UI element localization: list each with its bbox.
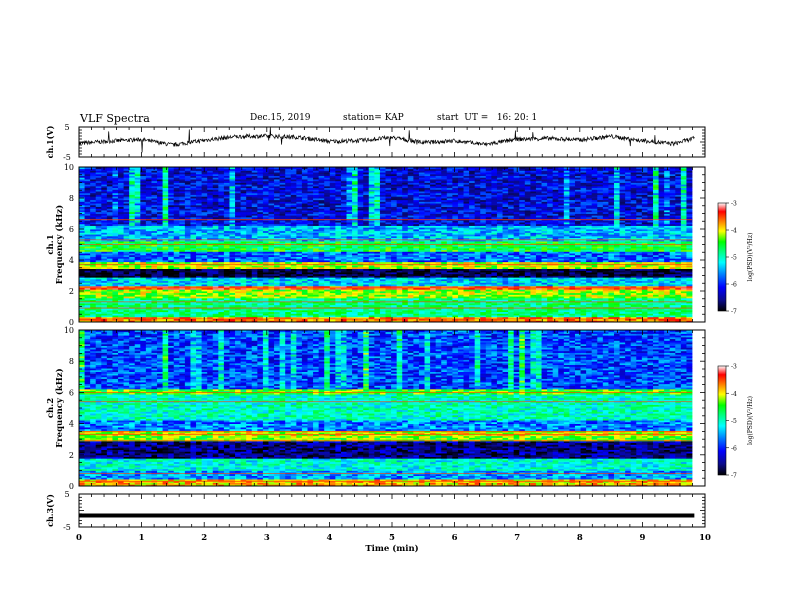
x-tick-label: 4 bbox=[326, 533, 332, 543]
ch3-y-tick-label: 5 bbox=[64, 490, 69, 499]
x-tick-label: 0 bbox=[76, 533, 82, 543]
ch1-colorbar-tick-label: -5 bbox=[731, 255, 737, 262]
x-tick-label: 3 bbox=[264, 533, 270, 543]
ch1-colorbar-tick-label: -6 bbox=[731, 282, 737, 289]
x-tick-label: 2 bbox=[201, 533, 207, 543]
ch3-y-axis-label: ch.3(V) bbox=[45, 494, 55, 527]
ch2-spectrogram-image bbox=[79, 330, 692, 486]
ch2-colorbar-tick-label: -5 bbox=[731, 418, 737, 425]
x-tick-label: 9 bbox=[639, 533, 645, 543]
ch2-y-tick-label: 2 bbox=[69, 451, 74, 460]
ch1-colorbar-tick-label: -7 bbox=[731, 309, 737, 316]
ch2-colorbar-tick-label: -6 bbox=[731, 445, 737, 452]
ch1-colorbar-tick-label: -4 bbox=[731, 228, 737, 235]
vlf-spectra-figure: 0246810ch.1 Frequency (kHz)-3-4-5-6-7log(… bbox=[0, 0, 792, 612]
ch2-y-tick-label: 6 bbox=[69, 388, 74, 397]
ch1-y-tick-label: 5 bbox=[64, 123, 69, 132]
ch2-y-axis-label: Frequency (kHz) bbox=[54, 368, 65, 447]
x-axis-label: Time (min) bbox=[365, 543, 418, 554]
ch1-colorbar-label: log(PSD)(V²/Hz) bbox=[747, 233, 754, 282]
ch1-y-tick-label: 4 bbox=[69, 256, 74, 265]
ch2-colorbar-tick-label: -7 bbox=[731, 473, 737, 480]
ch1-y-tick-label: 6 bbox=[69, 225, 74, 234]
x-tick-label: 7 bbox=[514, 533, 520, 543]
ch1-colorbar-tick-label: -3 bbox=[731, 201, 737, 208]
ch1-spectrogram-image bbox=[79, 167, 692, 322]
ch1-colorbar bbox=[718, 203, 726, 311]
ch1-y-axis-label: Frequency (kHz) bbox=[54, 205, 65, 284]
ch1-waveform-line bbox=[79, 127, 694, 152]
ch1-y-axis-label: ch.1(V) bbox=[45, 125, 55, 158]
ch2-y-tick-label: 10 bbox=[64, 326, 74, 335]
ch2-y-tick-label: 0 bbox=[69, 482, 74, 491]
ch1-y-tick-label: 10 bbox=[64, 163, 74, 172]
ch2-colorbar bbox=[718, 366, 726, 475]
ch1-y-tick-label: 2 bbox=[69, 287, 74, 296]
x-tick-label: 10 bbox=[699, 533, 711, 543]
ch1-y-tick-label: 8 bbox=[69, 194, 74, 203]
ch2-y-tick-label: 8 bbox=[69, 357, 74, 366]
ch3-y-tick-label: -5 bbox=[63, 523, 71, 532]
x-tick-label: 6 bbox=[452, 533, 458, 543]
ch2-colorbar-label: log(PSD)(V²/Hz) bbox=[747, 396, 754, 445]
ch2-colorbar-tick-label: -4 bbox=[731, 391, 737, 398]
x-tick-label: 5 bbox=[389, 533, 395, 543]
ch1-y-tick-label: -5 bbox=[63, 153, 71, 162]
ch2-colorbar-tick-label: -3 bbox=[731, 364, 737, 371]
ch2-y-tick-label: 4 bbox=[69, 420, 74, 429]
x-tick-label: 8 bbox=[577, 533, 583, 543]
x-tick-label: 1 bbox=[139, 533, 145, 543]
